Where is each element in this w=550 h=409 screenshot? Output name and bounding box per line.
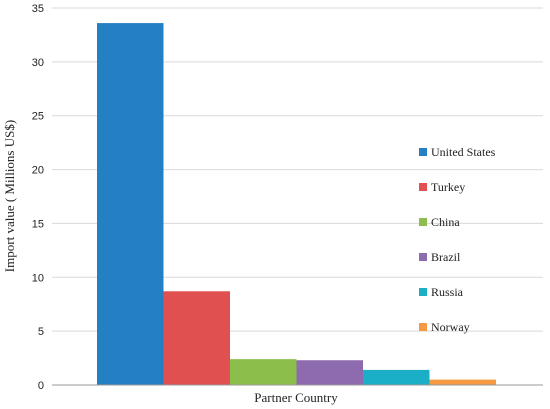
y-axis-ticks: 0 5 10 15 20 25 30 35 [32,3,44,392]
bar-russia [363,369,430,385]
y-tick-label: 0 [38,380,44,392]
legend-label: Russia [431,285,464,299]
bar-turkey [163,291,230,385]
legend-swatch [419,288,427,296]
legend-swatch [419,183,427,191]
y-tick-label: 5 [38,326,44,338]
legend-label: Turkey [431,180,465,194]
legend-swatch [419,218,427,226]
legend-label: China [431,215,460,229]
bar-china [230,359,297,385]
legend-label: Brazil [431,250,461,264]
y-tick-label: 25 [32,111,44,123]
y-axis-title: Import value ( Millions US$) [2,120,17,272]
legend-label: United States [431,145,496,159]
x-axis-title: Partner Country [254,390,338,405]
y-tick-label: 30 [32,57,44,69]
legend-label: Norway [431,320,470,334]
legend-swatch [419,148,427,156]
y-tick-label: 20 [32,165,44,177]
bar-united-states [97,23,164,386]
legend-swatch [419,323,427,331]
legend-swatch [419,253,427,261]
bar-brazil [296,360,363,385]
bars [97,23,496,386]
legend: United States Turkey China Brazil Russia Norw… [419,145,496,334]
y-tick-label: 15 [32,218,44,230]
y-tick-label: 10 [32,272,44,284]
y-tick-label: 35 [32,3,44,15]
bar-norway [429,379,496,385]
